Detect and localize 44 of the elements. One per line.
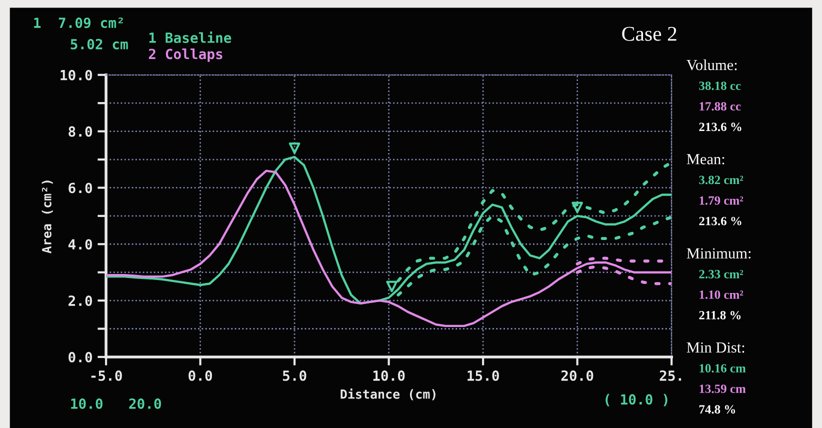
chart-title: Case 2 [622, 26, 676, 41]
text: 17.88 cc [700, 102, 741, 111]
x-tick-label: 0.0 [188, 370, 212, 381]
text: ( 10.0 ) [606, 394, 668, 406]
text: 211.8 % [699, 310, 741, 320]
text: 13.59 cm [700, 384, 746, 394]
text: 1.10 cm² [700, 290, 744, 299]
point [572, 202, 584, 214]
text: 213.6 % [699, 216, 742, 226]
x-tick-label: 5.0 [282, 370, 306, 381]
text: 213.6 % [699, 122, 742, 132]
text: 3.82 cm² [699, 176, 744, 184]
x-tick-label: 10.0 [373, 370, 405, 381]
text: Mean: [686, 154, 724, 164]
x-tick-label: -5.0 [91, 370, 122, 381]
text: Volume: [686, 59, 737, 70]
y-tick-label: 2.0 [68, 296, 92, 306]
line-series [106, 156, 672, 304]
point [288, 142, 300, 154]
text: 2.33 cm² [699, 270, 744, 278]
text: 2 Collaps [148, 48, 222, 62]
point [386, 280, 398, 292]
text: 5.02 cm [70, 38, 128, 50]
y-tick-label: 8.0 [68, 126, 92, 137]
text: 1 7.09 cm² [34, 18, 123, 28]
x-axis-title: Distance (cm) [340, 388, 436, 400]
text: 10.0 20.0 [71, 398, 162, 409]
y-tick-label: 0.0 [68, 352, 92, 362]
text: 38.18 cc [699, 82, 741, 90]
line-series [106, 170, 672, 328]
text: 1 Baseline [149, 32, 232, 43]
text: 74.8 % [699, 405, 736, 414]
y-tick-label: 6.0 [68, 182, 92, 194]
x-tick-label: 20.0 [561, 370, 594, 381]
y-axis-title: Area (cm²) [42, 180, 53, 254]
x-tick-label: 25. [660, 370, 682, 381]
y-tick-label: 4.0 [68, 239, 92, 250]
text: Min Dist: [686, 342, 744, 353]
text: 1.79 cm² [700, 196, 744, 205]
y-tick-label: 10.0 [60, 70, 92, 80]
text: Minimum: [686, 248, 750, 259]
line-series [396, 214, 672, 296]
x-tick-label: 15.0 [468, 370, 499, 381]
text: 10.16 cm [700, 364, 746, 373]
